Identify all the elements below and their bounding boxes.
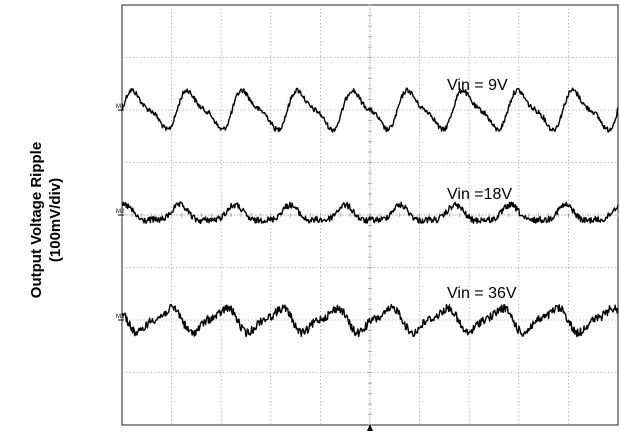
trace-2 [121,201,619,225]
trace-1 [121,87,619,133]
series-label-2: Vin =18V [447,186,512,203]
trigger-marker-icon [367,424,373,431]
series-label-1: Vin = 9V [447,77,508,94]
trace-3-marker-label: M3 [116,314,125,320]
trace-1-marker-label: M1 [116,104,125,110]
trace-3 [121,303,619,338]
traces: M1 M2 M3 [116,87,619,338]
trace-labels: Vin = 9V Vin =18V Vin = 36V [447,77,517,302]
trace-2-marker-label: M2 [116,209,125,215]
series-label-3: Vin = 36V [447,285,517,302]
